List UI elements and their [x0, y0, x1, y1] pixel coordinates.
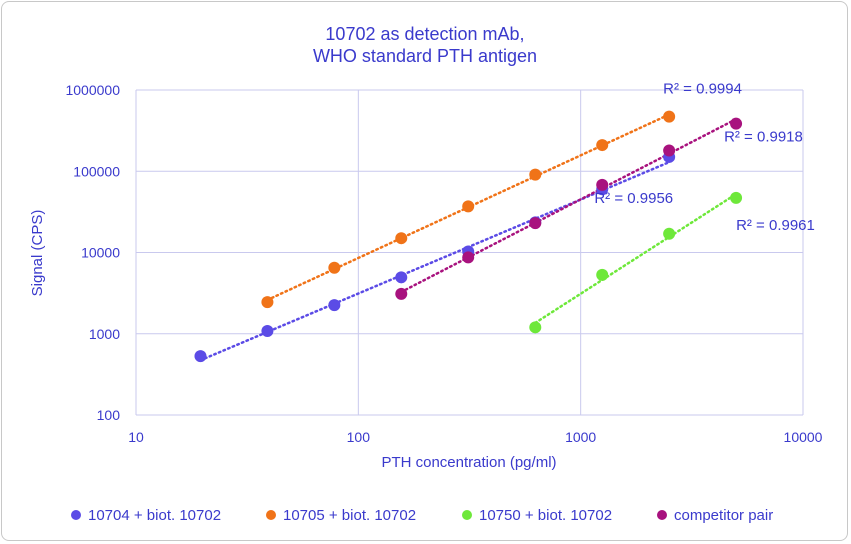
legend-marker-series-1	[71, 510, 81, 520]
data-point-series-4	[596, 178, 609, 191]
data-point-series-2	[328, 261, 341, 274]
data-points	[194, 110, 743, 363]
data-point-series-3	[663, 227, 676, 240]
trendline-series-4	[400, 117, 738, 294]
legend-marker-series-3	[462, 510, 472, 520]
x-tick-label: 1000	[565, 429, 596, 445]
legend-marker-series-4	[657, 510, 667, 520]
chart-title-line-1: 10702 as detection mAb,	[325, 24, 524, 44]
r-squared-labels: R² = 0.9956 R² = 0.9994 R² = 0.9961 R² = 0.…	[594, 81, 815, 234]
data-point-series-3	[596, 268, 609, 281]
x-tick-label: 10	[128, 429, 144, 445]
data-point-series-1	[395, 271, 408, 284]
data-point-series-3	[529, 321, 542, 334]
data-point-series-2	[462, 200, 475, 213]
y-axis-ticks: 100 1000 10000 100000 1000000	[65, 82, 120, 423]
legend-marker-series-2	[266, 510, 276, 520]
data-point-series-1	[194, 350, 207, 363]
legend-label-series-4: competitor pair	[674, 507, 773, 524]
r-squared-label-series-1: R² = 0.9956	[594, 190, 673, 207]
x-tick-label: 10000	[784, 429, 823, 445]
grid-lines	[135, 89, 804, 416]
data-point-series-2	[529, 168, 542, 181]
r-squared-label-series-2: R² = 0.9994	[663, 81, 742, 98]
legend-label-series-3: 10750 + biot. 10702	[479, 507, 612, 524]
data-point-series-2	[596, 139, 609, 152]
data-point-series-4	[730, 117, 743, 130]
y-tick-label: 100000	[73, 163, 120, 179]
trendline-series-1	[199, 160, 671, 362]
y-tick-label: 100	[97, 407, 121, 423]
data-point-series-2	[261, 296, 274, 309]
data-point-series-4	[462, 251, 475, 264]
data-point-series-4	[395, 287, 408, 300]
y-axis-label: Signal (CPS)	[29, 210, 46, 297]
data-point-series-2	[663, 110, 676, 123]
trendline-series-3	[534, 192, 738, 325]
x-axis-ticks: 10 100 1000 10000	[128, 429, 822, 445]
legend-label-series-2: 10705 + biot. 10702	[283, 507, 416, 524]
legend: 10704 + biot. 10702 10705 + biot. 10702 10…	[71, 507, 773, 524]
y-tick-label: 1000000	[65, 82, 120, 98]
trendlines	[199, 113, 738, 362]
x-tick-label: 100	[347, 429, 371, 445]
data-point-series-4	[663, 144, 676, 157]
data-point-series-2	[395, 232, 408, 245]
y-tick-label: 10000	[81, 245, 120, 261]
chart-title: 10702 as detection mAb, WHO standard PTH…	[313, 24, 537, 66]
data-point-series-1	[328, 299, 341, 312]
r-squared-label-series-3: R² = 0.9961	[736, 217, 815, 234]
data-point-series-4	[529, 217, 542, 230]
legend-label-series-1: 10704 + biot. 10702	[88, 507, 221, 524]
data-point-series-3	[730, 191, 743, 204]
data-point-series-1	[261, 325, 274, 338]
y-tick-label: 1000	[89, 326, 120, 342]
r-squared-label-series-4: R² = 0.9918	[724, 129, 803, 146]
chart-title-line-2: WHO standard PTH antigen	[313, 46, 537, 66]
x-axis-label: PTH concentration (pg/ml)	[381, 454, 556, 471]
